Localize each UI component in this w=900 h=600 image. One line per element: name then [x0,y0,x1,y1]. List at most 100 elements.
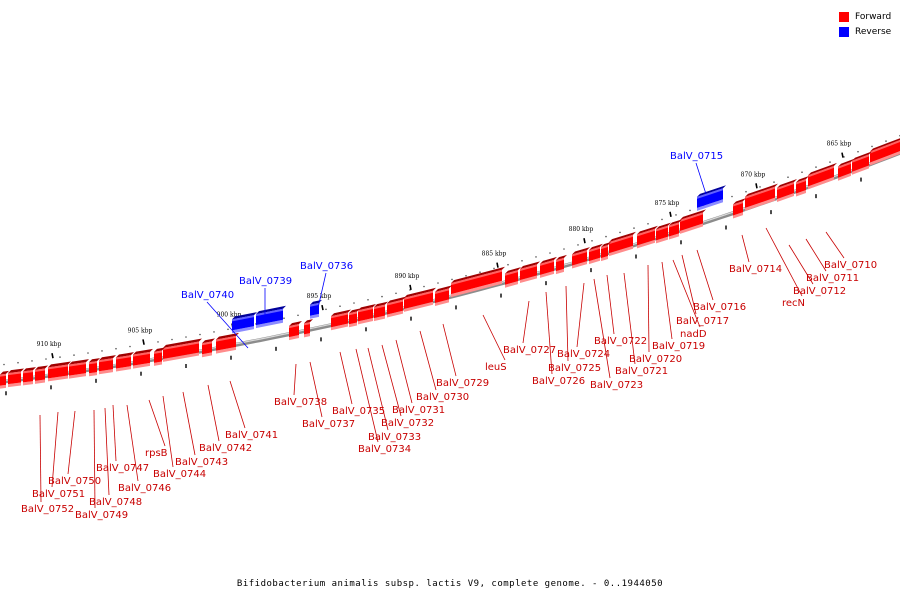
gene-top [838,158,854,167]
gene-gloss [669,222,679,228]
gene-top [304,319,313,324]
gene-gloss [310,302,319,307]
scale-dot [759,186,761,188]
scale-dot [577,244,579,246]
gene-top [451,266,505,284]
gene-top [556,254,567,261]
scale-dot [423,285,425,288]
gene-top [69,359,89,365]
gene-shadow [0,384,6,389]
gene-gloss [697,188,723,199]
scale-dot [325,308,327,311]
scale-dot [787,176,789,178]
forward-gene [69,359,89,379]
gene-body [637,228,655,246]
gene-top [358,303,376,311]
scale-dot [633,227,635,229]
gene-shadow [656,236,668,244]
label-leader [522,300,530,344]
gene-shadow [777,193,794,203]
scale-dot [661,218,663,221]
forward-gene [163,338,202,362]
gene-shadow [589,257,600,265]
forward-gene [870,138,900,166]
gene-shadow [202,352,212,358]
gene-top [256,305,286,315]
forward-gene [520,261,540,284]
gene-shadow [358,317,373,325]
gene-shadow [23,381,33,386]
forward-gene [589,243,603,265]
gene-top [0,370,9,375]
gene-features [0,138,900,389]
reverse-swatch [839,26,849,37]
forward-gene [796,175,809,197]
forward-gene [133,348,153,369]
label-leader [339,351,353,405]
forward-gene [358,303,376,325]
scale-dot [297,314,299,317]
gene-top [589,243,603,251]
gene-body [808,165,834,187]
gene-label: BalV_0712 [793,286,846,297]
scale-dot [451,278,453,281]
gene-shadow [349,322,357,328]
gene-gloss [374,304,385,310]
gene-label: BalV_0724 [557,349,610,360]
forward-gene [23,367,36,386]
gene-body [163,341,199,359]
scale-dot [73,354,75,356]
gene-top [852,151,872,161]
label-leader [565,285,569,362]
backbone-small-ticks [5,177,862,396]
gene-top [572,247,590,255]
label-leader [112,404,117,462]
gene-shadow [154,361,162,366]
gene-gloss [520,264,537,272]
scale-tick-label: 890 kbp [395,273,420,280]
gene-shadow [435,299,449,306]
gene-shadow [451,280,502,298]
gene-top [232,312,257,320]
gene-top [310,299,322,305]
gene-shadow [745,197,775,211]
scale-dot [101,350,103,352]
label-leader [126,404,139,482]
gene-label: BalV_0750 [48,476,101,487]
forward-gene [669,219,682,240]
gene-gloss [48,364,68,370]
forward-gene [540,256,557,278]
label-leader [39,414,42,503]
reverse-gene [256,305,286,329]
scale-dot [185,336,187,338]
gene-gloss [435,288,449,294]
gene-shadow [116,366,131,372]
scale-tick [496,262,499,268]
gene-body [0,373,6,386]
scale-dot [885,140,887,142]
forward-gene [656,222,671,244]
gene-gloss [637,228,655,237]
gene-body [870,140,900,163]
gene-gloss [154,350,162,354]
gene-shadow [289,335,299,341]
scale-dot [367,299,369,301]
gene-top [163,338,202,348]
scale-dot [535,256,537,258]
gene-gloss [589,246,600,253]
label-leader [696,249,714,301]
scale-dot [213,331,215,333]
forward-gene [349,308,360,328]
label-leader [825,231,845,259]
gene-gloss [349,311,357,316]
gene-top [48,361,71,368]
gene-gloss [601,244,608,250]
scale-dot [353,302,355,304]
gene-label: nadD [680,329,707,340]
gene-label: BalV_0741 [225,430,278,441]
gene-top [289,321,302,327]
gene-body [451,269,502,295]
scale-dot [31,360,33,362]
forward-gene [556,254,567,275]
scale-tick-label: 880 kbp [569,226,594,233]
